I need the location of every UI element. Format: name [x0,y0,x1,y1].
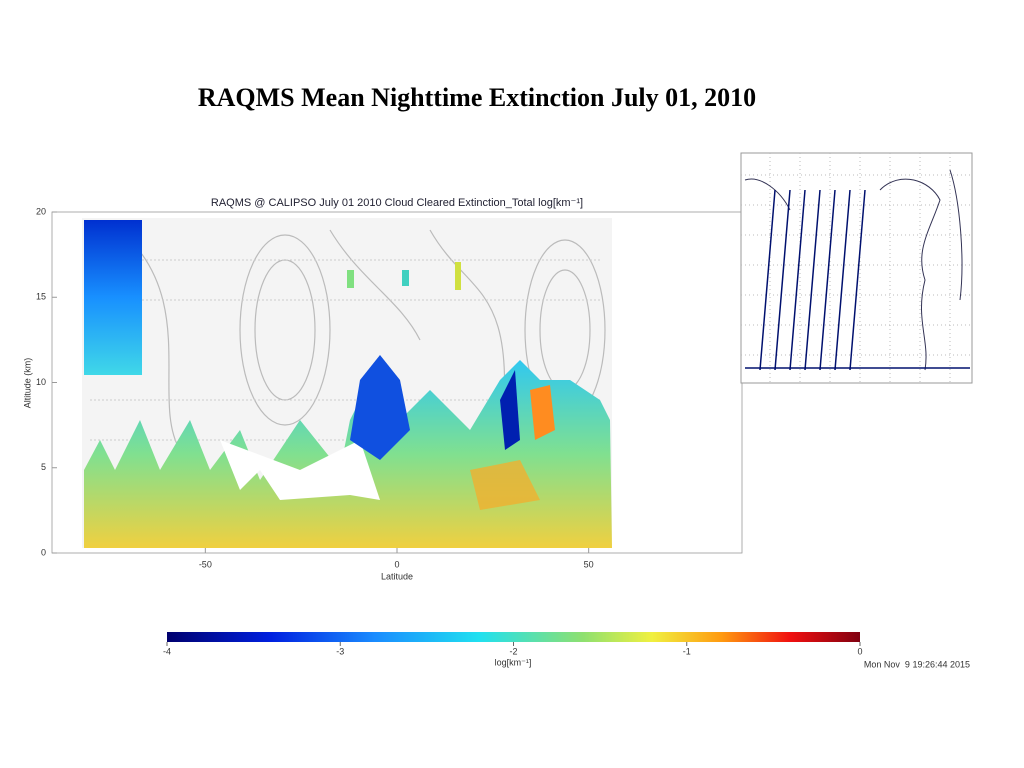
y-tick-label: 0 [41,547,46,557]
plot: RAQMS @ CALIPSO July 01 2010 Cloud Clear… [22,197,743,581]
cloud-layer [350,355,410,460]
y-tick-label: 20 [36,206,46,216]
cloud-layer [455,262,461,290]
colorbar-tick-label: -2 [509,646,517,656]
colorbar-label: log[km⁻¹] [495,657,532,667]
curtain [82,218,612,548]
cloud-layer [470,460,540,510]
colorbar-tick-label: -1 [683,646,691,656]
x-tick-label: 0 [394,559,399,569]
cloud-layer [530,385,555,440]
orbit-tracks [745,189,970,371]
colorbar-tick-label: -3 [336,646,344,656]
x-axis-label: Latitude [381,571,413,581]
y-tick-label: 10 [36,377,46,387]
y-axis-label: Altitude (km) [22,358,32,409]
y-tick-label: 5 [41,462,46,472]
colorbar [167,632,860,642]
cloud-layer [347,270,354,288]
cloud-layer [402,270,409,286]
slide-title: RAQMS Mean Nighttime Extinction July 01,… [198,83,756,112]
clear-gap [220,440,380,500]
cloud-layer [500,370,520,450]
colorbar-tick-label: 0 [857,646,862,656]
map-frame [740,152,973,384]
y-tick-label: 15 [36,292,46,302]
x-tick-label: -50 [199,559,212,569]
plot-title: RAQMS @ CALIPSO July 01 2010 Cloud Clear… [211,197,583,209]
coastlines [744,169,963,371]
high-aerosol [84,220,142,375]
track-map [740,152,973,384]
timestamp: Mon Nov 9 19:26:44 2015 [864,659,970,669]
colorbar-tick-label: -4 [163,646,171,656]
x-tick-label: 50 [584,559,594,569]
